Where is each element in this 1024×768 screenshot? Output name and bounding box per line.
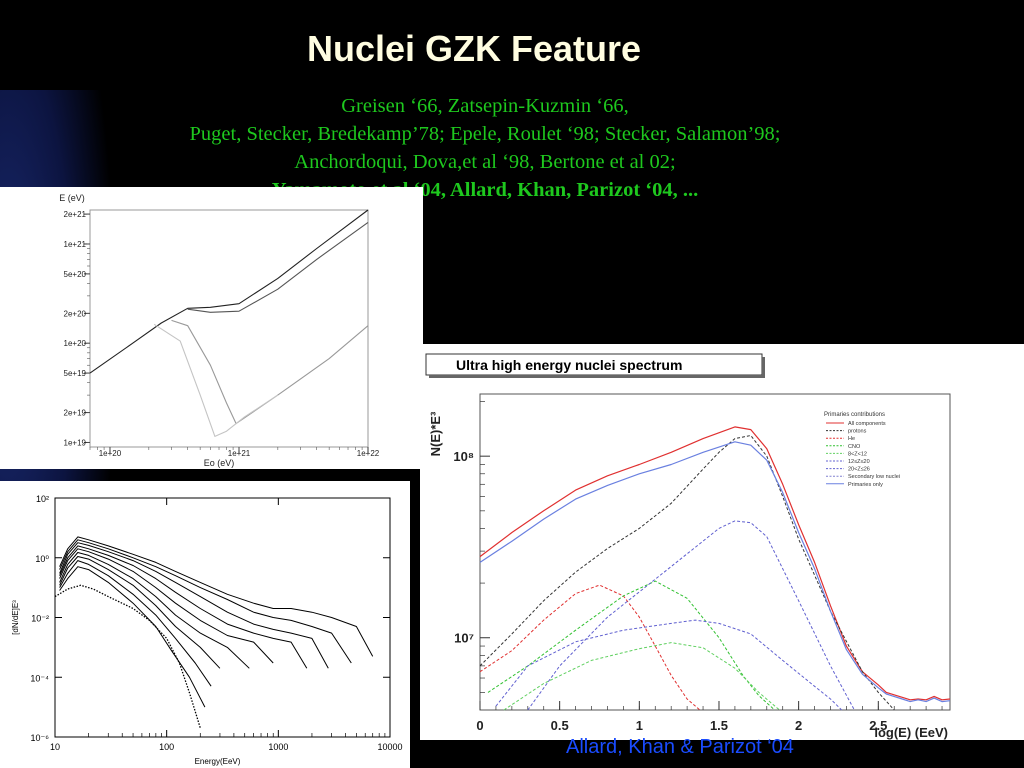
reference-line: Anchordoqui, Dova,et al ‘98, Bertone et … — [294, 151, 676, 173]
x-axis-label: log(E) (EeV) — [874, 725, 948, 740]
y-tick-label: 1e+20 — [64, 339, 87, 348]
y-tick-label: 10⁻⁶ — [31, 733, 50, 743]
series-line-2 — [479, 435, 895, 711]
chart-title-shadow — [762, 357, 765, 378]
y-tick-label: 10⁻⁴ — [30, 673, 49, 683]
reference-line: Greisen ‘66, Zatsepin-Kuzmin ‘66, — [341, 95, 629, 117]
plot-frame — [54, 497, 391, 738]
x-tick-label: 1.5 — [710, 718, 728, 733]
energy-curve-4 — [153, 323, 279, 437]
nuclei-spectrum-chart: Ultra high energy nuclei spectrum 0 0.5 1 1.… — [425, 353, 951, 740]
y-tick-label: 2e+20 — [64, 309, 87, 318]
x-axis-label: Eo (eV) — [204, 458, 235, 468]
panel-propagated-spectra: 10² 10⁰ 10⁻² 10⁻⁴ 10⁻⁶ 10 100 1000 10000 [dN/dE]E… — [0, 481, 410, 768]
x-axis-label: Energy(EeV) — [195, 757, 241, 766]
x-tick-label: 0 — [476, 718, 483, 733]
y-axis-label: [dN/dE]E³ — [11, 600, 20, 635]
y-tick-label: 1e+19 — [64, 438, 87, 447]
y-axis-label: N(E)*E³ — [428, 411, 443, 456]
legend-label: Primaries only — [848, 482, 883, 488]
plot-frame — [89, 209, 369, 448]
y-axis-label: E (eV) — [59, 193, 85, 203]
legend-label: 8<Z<12 — [848, 451, 867, 457]
y-tick-label: 2e+19 — [64, 409, 87, 418]
panel-energy-loss: 2e+21 1e+21 5e+20 2e+20 1e+20 5e+19 2e+19 1e+19… — [0, 187, 423, 469]
legend-label: 12≤Z≤20 — [848, 459, 870, 465]
series-line-4 — [487, 580, 776, 711]
series-line-6 — [495, 619, 843, 711]
spectrum-curve-3 — [59, 542, 329, 669]
x-tick-label: 10 — [50, 742, 60, 752]
x-tick-label: 1e+21 — [228, 449, 251, 458]
x-tick-label: 2 — [795, 718, 802, 733]
spectrum-curve-7 — [59, 556, 221, 669]
y-tick-label: 5e+20 — [64, 270, 87, 279]
x-tick-label: 100 — [159, 742, 174, 752]
legend-label: 20<Z≤26 — [848, 467, 870, 473]
y-tick-label: 10⁸ — [453, 449, 474, 464]
plot-frame — [479, 393, 951, 711]
series-line-5 — [503, 642, 780, 711]
x-tick-label: 1e+20 — [99, 449, 122, 458]
references: Greisen ‘66, Zatsepin-Kuzmin ‘66, Puget,… — [100, 92, 870, 204]
x-tick-label: 2.5 — [869, 718, 887, 733]
legend-label: protons — [848, 429, 867, 435]
y-tick-label: 5e+19 — [64, 369, 87, 378]
legend-label: He — [848, 436, 855, 442]
spectrum-curve-8 — [59, 560, 212, 687]
x-tick-label: 0.5 — [551, 718, 569, 733]
legend-label: CNO — [848, 444, 861, 450]
legend-label: All components — [848, 421, 886, 427]
series-line-7 — [527, 520, 855, 711]
energy-curve-1 — [89, 209, 369, 374]
spectrum-curve-4 — [59, 545, 308, 669]
energy-loss-chart: 2e+21 1e+21 5e+20 2e+20 1e+20 5e+19 2e+19 1e+19… — [59, 193, 380, 468]
spectrum-curve-9 — [59, 566, 206, 708]
y-tick-label: 2e+21 — [64, 210, 87, 219]
chart-title: Ultra high energy nuclei spectrum — [456, 357, 682, 373]
x-tick-label: 1e+22 — [357, 449, 380, 458]
credit-text: Allard, Khan & Parizot ‘04 — [566, 736, 794, 758]
x-tick-label: 1 — [636, 718, 643, 733]
y-tick-label: 10⁷ — [454, 631, 474, 646]
legend-title: Primaries contributions — [824, 412, 885, 418]
propagated-spectra-chart: 10² 10⁰ 10⁻² 10⁻⁴ 10⁻⁶10 100 1000 10000 [dN/dE]E… — [11, 494, 403, 766]
slide-title: Nuclei GZK Feature — [306, 28, 642, 69]
y-tick-label: 1e+21 — [64, 240, 87, 249]
x-tick-label: 1000 — [268, 742, 288, 752]
energy-curve-2 — [187, 221, 369, 313]
spectrum-curve-10 — [54, 584, 201, 729]
spectrum-curve-2 — [59, 539, 352, 664]
x-tick-label: 10000 — [377, 742, 402, 752]
spectrum-curve-1 — [59, 536, 374, 657]
energy-curve-3 — [171, 319, 369, 425]
legend-label: Secondary low nuclei — [848, 474, 900, 480]
series-line-9 — [479, 441, 951, 703]
chart-title-shadow-bottom — [429, 375, 765, 378]
y-tick-label: 10² — [36, 494, 49, 504]
series-line-1 — [479, 426, 951, 701]
reference-line: Puget, Stecker, Bredekamp’78; Epele, Rou… — [189, 123, 781, 145]
spectrum-curve-6 — [59, 552, 250, 669]
spectrum-curve-5 — [59, 548, 274, 664]
y-tick-label: 10⁻² — [31, 614, 49, 624]
y-tick-label: 10⁰ — [35, 554, 49, 564]
panel-nuclei-spectrum: Ultra high energy nuclei spectrum 0 0.5 1 1.… — [420, 344, 1024, 740]
series-line-3 — [479, 584, 701, 711]
